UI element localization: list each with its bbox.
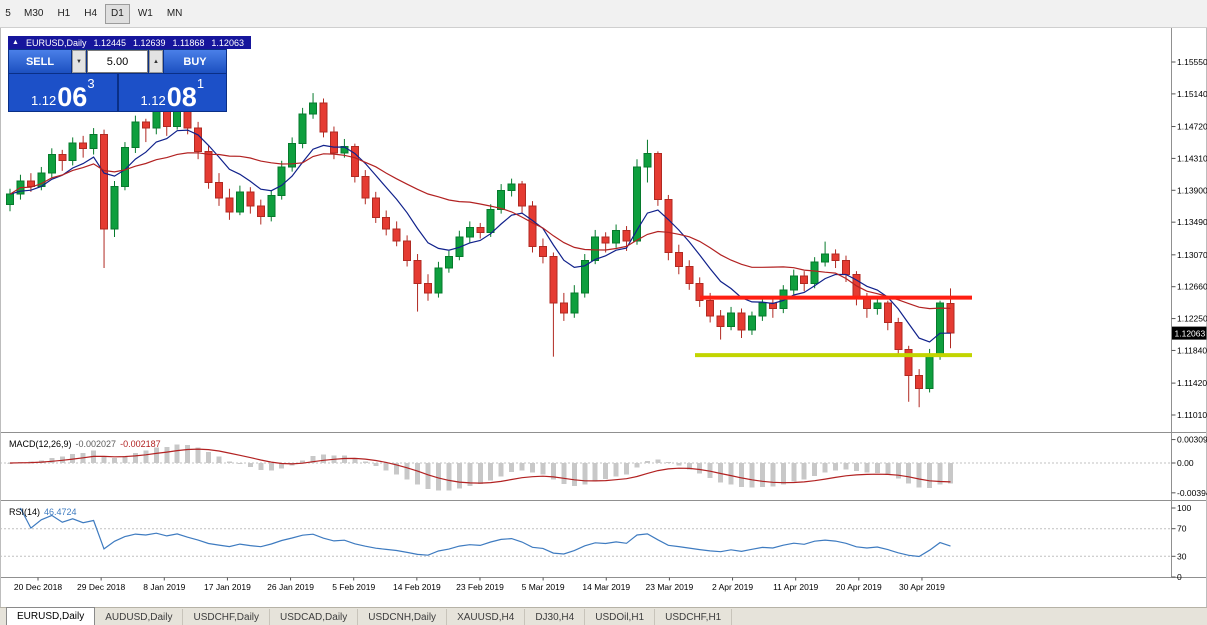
macd-histogram: [7, 444, 953, 491]
svg-text:1.15140: 1.15140: [1177, 89, 1207, 99]
ma-line-8: [9, 129, 951, 343]
timeframe-h4[interactable]: H4: [84, 8, 98, 19]
macd-signal-value: -0.002187: [120, 439, 161, 449]
rsi-label: RSI(14) 46.4724: [9, 507, 77, 517]
timeframe-m30[interactable]: M30: [24, 8, 44, 19]
svg-text:17 Jan 2019: 17 Jan 2019: [204, 582, 251, 592]
macd-axis[interactable]: 0.003095 0.00 -0.00394: [1171, 435, 1207, 498]
chart-window: 1.15550 1.15140 1.14720 1.14310 1.13900 1.134…: [0, 28, 1207, 607]
tab-dj30-h4[interactable]: DJ30,H4: [525, 609, 586, 625]
svg-text:1.13070: 1.13070: [1177, 250, 1207, 260]
svg-text:1.14310: 1.14310: [1177, 153, 1207, 163]
bid-prefix: 1.12: [30, 93, 57, 109]
current-price-badge: 1.12063: [1172, 326, 1207, 340]
svg-text:1.14720: 1.14720: [1177, 122, 1207, 132]
rsi-title-text: RSI(14): [9, 507, 41, 517]
svg-text:14 Mar 2019: 14 Mar 2019: [582, 582, 630, 592]
chart-tab-bar: EURUSD,Daily AUDUSD,Daily USDCHF,Daily USDC…: [0, 607, 1207, 625]
svg-text:23 Mar 2019: 23 Mar 2019: [646, 582, 694, 592]
svg-text:1.13900: 1.13900: [1177, 185, 1207, 195]
svg-text:1.12660: 1.12660: [1177, 282, 1207, 292]
svg-text:1.12250: 1.12250: [1177, 314, 1207, 324]
ma-line-20: [9, 152, 951, 310]
caption-open: 1.12445: [93, 37, 126, 48]
timeframe-toolbar: 5 M30 H1 H4 D1 W1 MN: [0, 0, 1207, 28]
candles: [6, 92, 955, 408]
svg-text:30 Apr 2019: 30 Apr 2019: [899, 582, 945, 592]
tab-xauusd-h4[interactable]: XAUUSD,H4: [447, 609, 526, 625]
macd-main-value: -0.002027: [75, 439, 117, 449]
ask-pipette: 1: [196, 76, 205, 91]
ask-big-digits: 08: [166, 81, 197, 112]
svg-text:20 Apr 2019: 20 Apr 2019: [836, 582, 882, 592]
tab-usdchf-daily[interactable]: USDCHF,Daily: [183, 609, 271, 625]
svg-text:70: 70: [1177, 524, 1187, 534]
tab-usdoil-h1[interactable]: USDOil,H1: [585, 609, 656, 625]
tab-usdchf-h1[interactable]: USDCHF,H1: [655, 609, 733, 625]
sell-button[interactable]: SELL: [9, 50, 71, 73]
rsi-value: 46.4724: [44, 507, 77, 517]
svg-text:20 Dec 2018: 20 Dec 2018: [14, 582, 62, 592]
svg-text:1.11840: 1.11840: [1177, 345, 1207, 355]
svg-text:23 Feb 2019: 23 Feb 2019: [456, 582, 504, 592]
svg-text:5 Mar 2019: 5 Mar 2019: [522, 582, 565, 592]
svg-text:0: 0: [1177, 572, 1182, 582]
one-click-trading-panel: SELL ▼ 5.00 ▲ BUY 1.12 06 3 1.12 08 1: [8, 49, 227, 112]
timeframe-mn[interactable]: MN: [166, 8, 183, 19]
timeframe-d1[interactable]: D1: [105, 3, 130, 24]
buy-button[interactable]: BUY: [164, 50, 226, 73]
svg-text:26 Jan 2019: 26 Jan 2019: [267, 582, 314, 592]
svg-text:1.11010: 1.11010: [1177, 410, 1207, 420]
volume-input[interactable]: 5.00: [87, 50, 148, 73]
price-axis[interactable]: 1.15550 1.15140 1.14720 1.14310 1.13900 1.134…: [1171, 57, 1207, 420]
tab-usdcnh-daily[interactable]: USDCNH,Daily: [358, 609, 448, 625]
svg-text:14 Feb 2019: 14 Feb 2019: [393, 582, 441, 592]
macd-signal-line: [9, 448, 951, 484]
volume-decrease-button[interactable]: ▼: [72, 50, 86, 73]
caption-low: 1.11868: [172, 37, 205, 48]
tab-eurusd-daily[interactable]: EURUSD,Daily: [6, 607, 96, 625]
volume-increase-button[interactable]: ▲: [149, 50, 163, 73]
macd-label: MACD(12,26,9) -0.002027 -0.002187: [9, 439, 161, 449]
rsi-line: [19, 507, 951, 558]
svg-text:29 Dec 2018: 29 Dec 2018: [77, 582, 125, 592]
bid-big-digits: 06: [57, 81, 88, 112]
svg-text:1.11420: 1.11420: [1177, 378, 1207, 388]
tab-audusd-daily[interactable]: AUDUSD,Daily: [95, 609, 184, 625]
chart-canvas[interactable]: 1.15550 1.15140 1.14720 1.14310 1.13900 1.134…: [0, 28, 1207, 607]
svg-text:0.00: 0.00: [1177, 458, 1194, 468]
svg-text:30: 30: [1177, 551, 1187, 561]
ask-prefix: 1.12: [140, 93, 166, 109]
bid-pipette: 3: [87, 76, 95, 91]
caption-high: 1.12639: [133, 37, 166, 48]
symbol-marker-icon: ▲: [12, 39, 19, 46]
caption-symbol: EURUSD,Daily: [25, 37, 87, 48]
svg-text:100: 100: [1177, 503, 1191, 513]
tab-usdcad-daily[interactable]: USDCAD,Daily: [270, 609, 359, 625]
timeframe-h1[interactable]: H1: [57, 8, 71, 19]
buy-price-display[interactable]: 1.12 08 1: [118, 74, 226, 112]
sell-price-display[interactable]: 1.12 06 3: [9, 74, 117, 111]
time-axis[interactable]: 20 Dec 2018 29 Dec 2018 8 Jan 2019 17 Jan 2…: [14, 577, 945, 593]
svg-text:5 Feb 2019: 5 Feb 2019: [332, 582, 375, 592]
timeframe-5[interactable]: 5: [5, 8, 11, 19]
svg-text:11 Apr 2019: 11 Apr 2019: [773, 582, 818, 592]
svg-text:1.12063: 1.12063: [1175, 329, 1206, 339]
caption-close: 1.12063: [211, 37, 244, 48]
svg-text:-0.00394: -0.00394: [1177, 488, 1207, 498]
svg-text:1.15550: 1.15550: [1177, 57, 1207, 67]
timeframe-w1[interactable]: W1: [137, 8, 153, 19]
svg-text:0.003095: 0.003095: [1177, 435, 1207, 445]
svg-text:2 Apr 2019: 2 Apr 2019: [712, 582, 753, 592]
svg-text:8 Jan 2019: 8 Jan 2019: [143, 582, 185, 592]
rsi-axis[interactable]: 100 70 30 0: [1171, 503, 1192, 582]
macd-title-text: MACD(12,26,9): [9, 439, 72, 449]
chart-caption-bar: ▲ EURUSD,Daily 1.12445 1.12639 1.11868 1…: [8, 36, 251, 49]
svg-text:1.13490: 1.13490: [1177, 217, 1207, 227]
